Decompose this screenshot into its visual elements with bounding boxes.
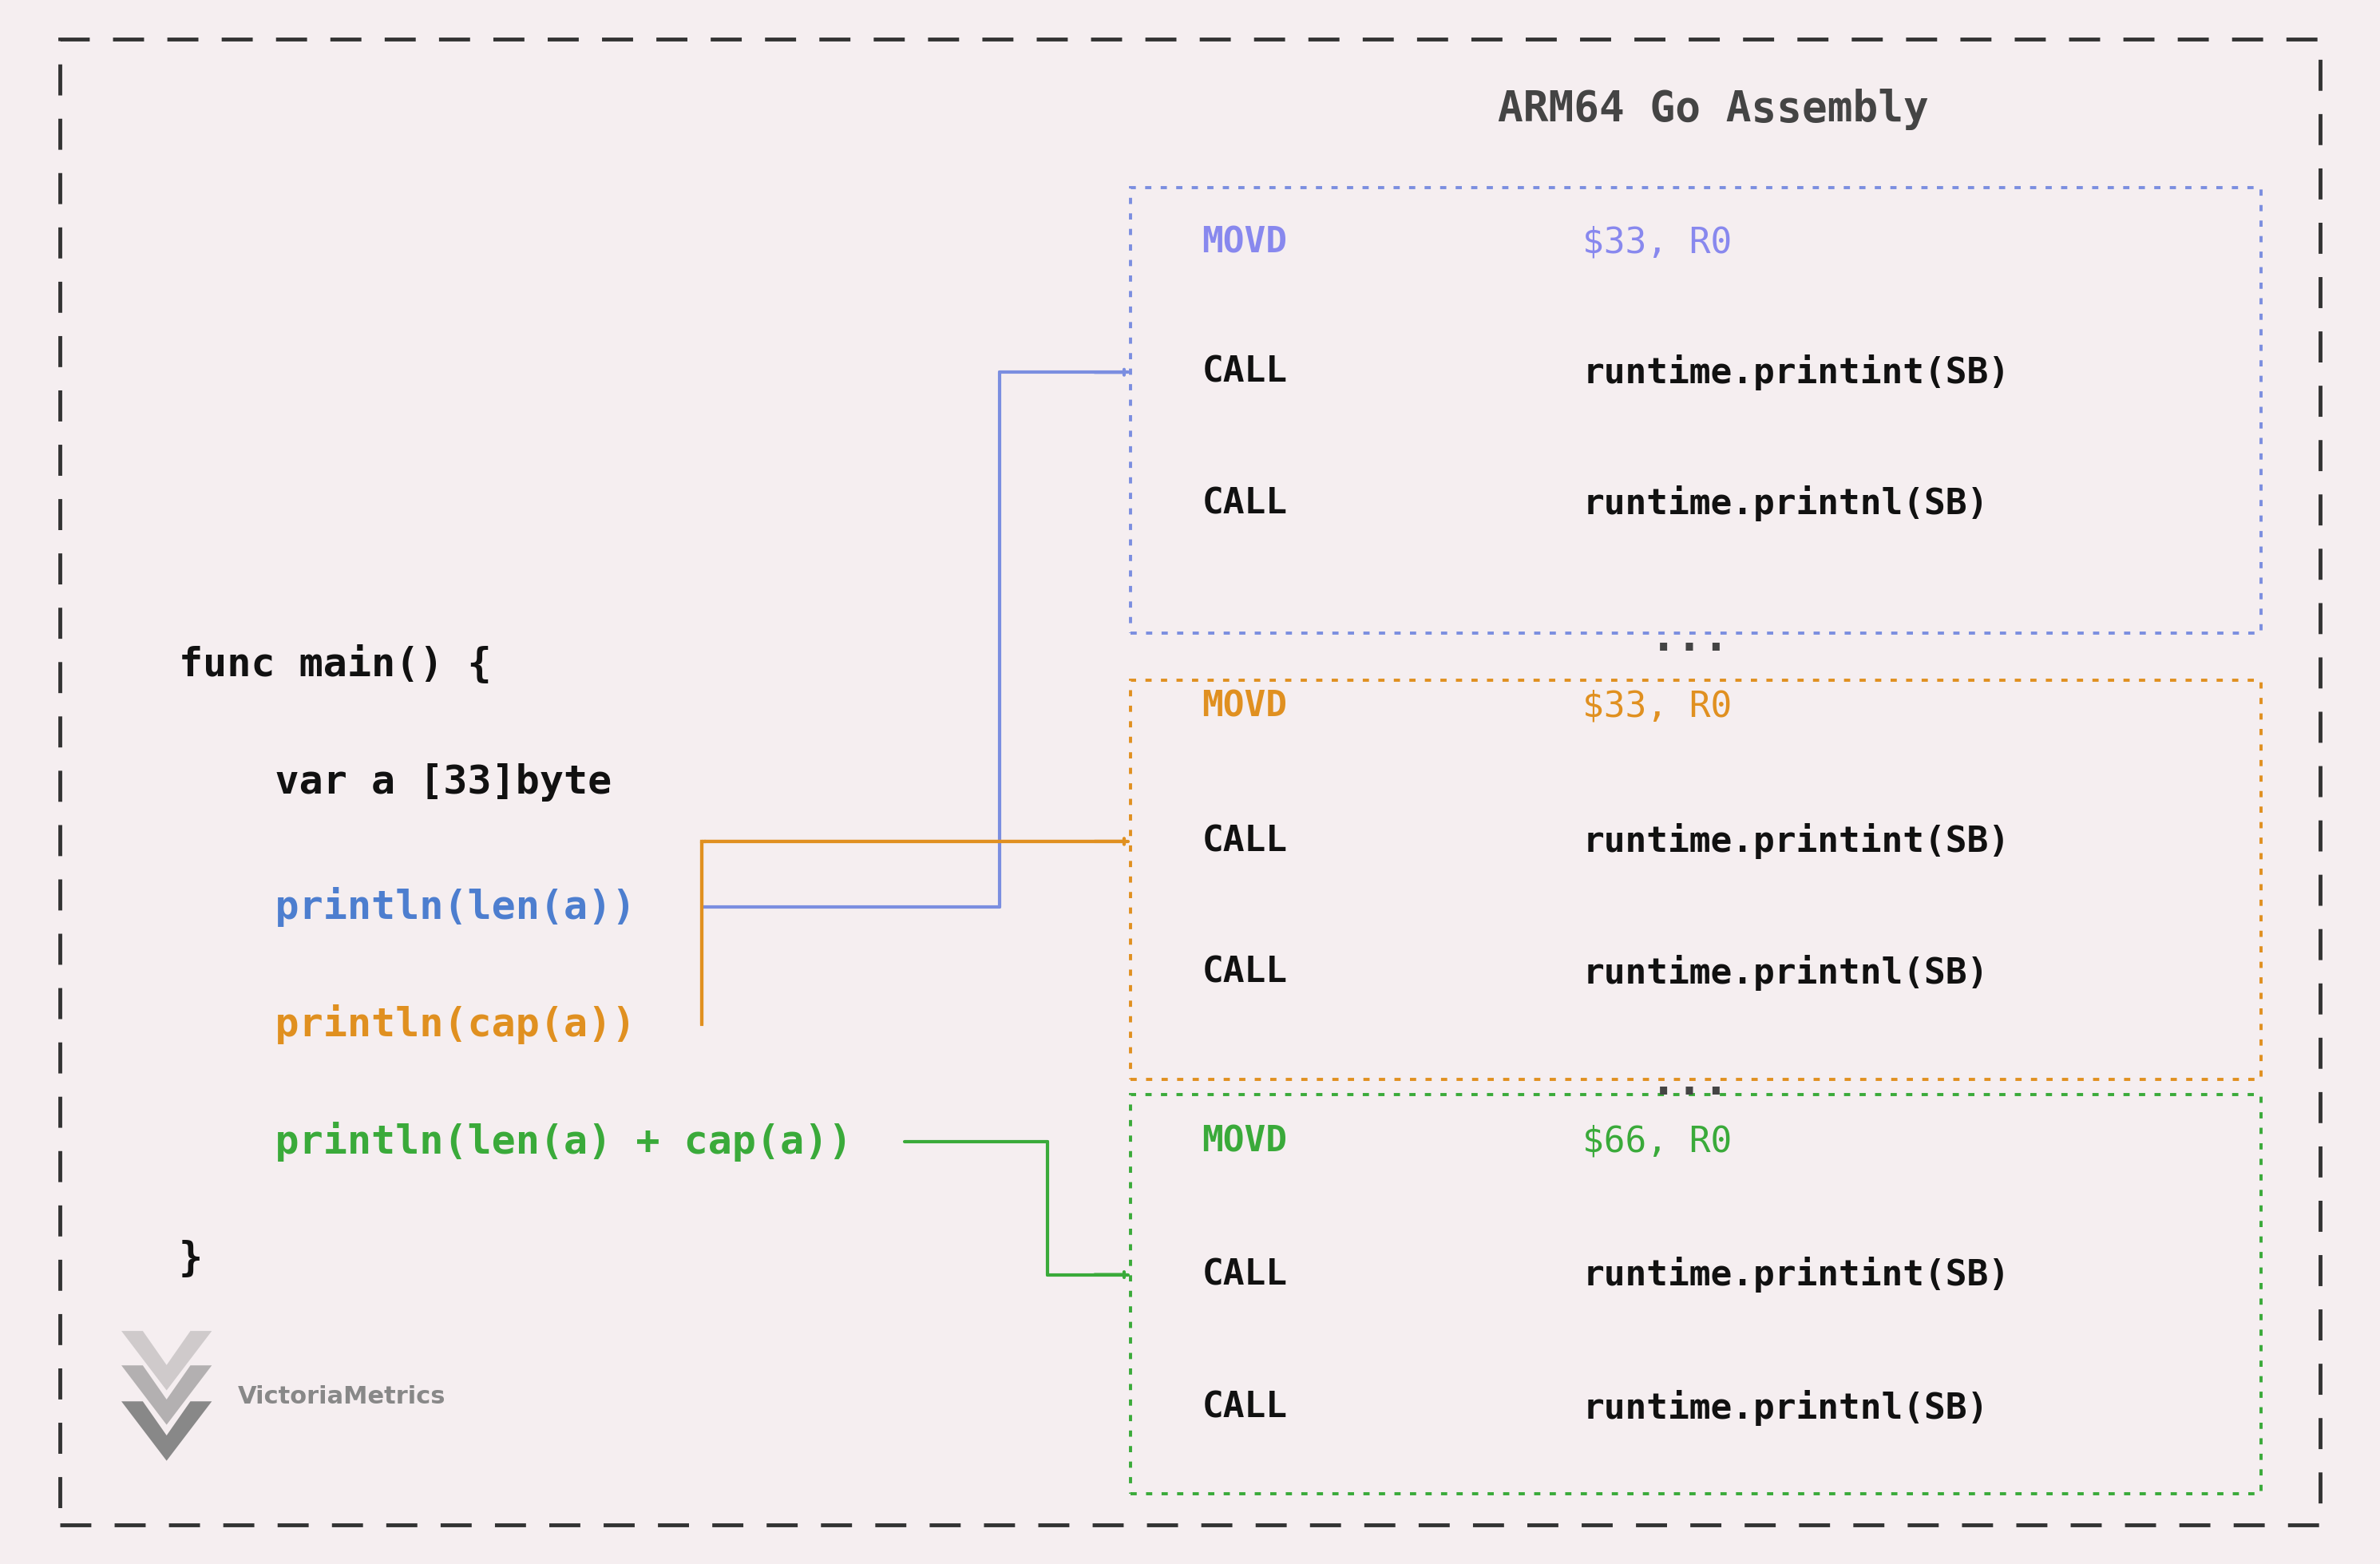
FancyBboxPatch shape <box>1130 680 2261 1079</box>
Text: MOVD: MOVD <box>1202 690 1288 724</box>
Text: runtime.printint(SB): runtime.printint(SB) <box>1583 824 2009 859</box>
FancyBboxPatch shape <box>60 39 2320 1525</box>
Text: var a [33]byte: var a [33]byte <box>178 763 612 801</box>
Text: runtime.printnl(SB): runtime.printnl(SB) <box>1583 1390 1987 1425</box>
Text: runtime.printnl(SB): runtime.printnl(SB) <box>1583 486 1987 521</box>
Text: $33, R0: $33, R0 <box>1583 225 1733 260</box>
Text: MOVD: MOVD <box>1202 225 1288 260</box>
Text: CALL: CALL <box>1202 956 1288 990</box>
Text: CALL: CALL <box>1202 824 1288 859</box>
Text: println(len(a) + cap(a)): println(len(a) + cap(a)) <box>178 1121 852 1162</box>
Text: CALL: CALL <box>1202 355 1288 389</box>
Text: runtime.printint(SB): runtime.printint(SB) <box>1583 355 2009 389</box>
Polygon shape <box>121 1401 212 1461</box>
FancyBboxPatch shape <box>1130 188 2261 633</box>
Text: }: } <box>178 1240 202 1278</box>
Text: $33, R0: $33, R0 <box>1583 690 1733 724</box>
Polygon shape <box>121 1365 212 1425</box>
Text: $66, R0: $66, R0 <box>1583 1125 1733 1159</box>
Text: CALL: CALL <box>1202 486 1288 521</box>
Text: CALL: CALL <box>1202 1257 1288 1292</box>
Text: ARM64 Go Assembly: ARM64 Go Assembly <box>1497 89 1930 130</box>
Polygon shape <box>121 1331 212 1390</box>
Text: println(len(a)): println(len(a)) <box>178 887 635 927</box>
Text: func main() {: func main() { <box>178 644 490 685</box>
Text: MOVD: MOVD <box>1202 1125 1288 1159</box>
Text: ...: ... <box>1649 1060 1730 1104</box>
Text: println(cap(a)): println(cap(a)) <box>178 1004 635 1045</box>
Text: CALL: CALL <box>1202 1390 1288 1425</box>
Text: ...: ... <box>1649 616 1730 660</box>
Text: runtime.printnl(SB): runtime.printnl(SB) <box>1583 956 1987 990</box>
Text: VictoriaMetrics: VictoriaMetrics <box>238 1386 445 1408</box>
FancyBboxPatch shape <box>1130 1095 2261 1494</box>
Text: runtime.printint(SB): runtime.printint(SB) <box>1583 1257 2009 1292</box>
